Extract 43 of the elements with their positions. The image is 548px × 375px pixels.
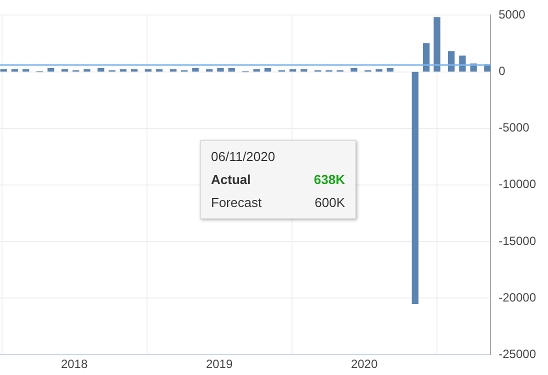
annotation: 600K xyxy=(314,195,345,210)
bar xyxy=(144,69,152,72)
bar xyxy=(98,68,104,72)
annotation: 638K xyxy=(314,172,345,187)
bar xyxy=(412,72,418,304)
bar xyxy=(253,69,260,72)
y-tick-label: 0 xyxy=(498,64,506,78)
bar xyxy=(350,68,358,72)
bar xyxy=(376,69,382,72)
annotation: Forecast xyxy=(211,195,262,210)
bar xyxy=(206,69,213,72)
bar xyxy=(448,51,455,72)
y-tick-label: -10000 xyxy=(498,177,536,192)
bar xyxy=(386,68,394,72)
bar xyxy=(48,68,54,72)
y-tick-label: -5000 xyxy=(498,120,530,135)
bar xyxy=(422,43,430,72)
x-tick-label: 2020 xyxy=(350,357,378,372)
y-tick-label: 5000 xyxy=(498,8,526,22)
bar xyxy=(459,56,466,72)
bar xyxy=(434,17,440,72)
x-tick-label: 2018 xyxy=(60,357,88,372)
bar xyxy=(170,69,177,72)
bar xyxy=(0,69,7,72)
y-tick-label: -25000 xyxy=(498,346,536,361)
bar xyxy=(300,69,308,72)
bar xyxy=(11,69,18,72)
bar xyxy=(22,69,30,72)
x-tick-label: 2019 xyxy=(206,357,233,372)
annotation: 06/11/2020 xyxy=(211,149,276,164)
y-tick-label: -15000 xyxy=(498,234,536,248)
bar xyxy=(130,69,138,72)
bar xyxy=(192,68,199,72)
annotation: Actual xyxy=(211,172,251,187)
bar xyxy=(61,69,68,72)
y-tick-label: -20000 xyxy=(498,290,536,304)
bar xyxy=(120,69,126,72)
bar xyxy=(217,68,224,72)
bar xyxy=(84,69,90,72)
bar xyxy=(228,68,235,72)
bar xyxy=(289,69,296,72)
bar xyxy=(264,68,272,72)
bar xyxy=(156,69,163,72)
